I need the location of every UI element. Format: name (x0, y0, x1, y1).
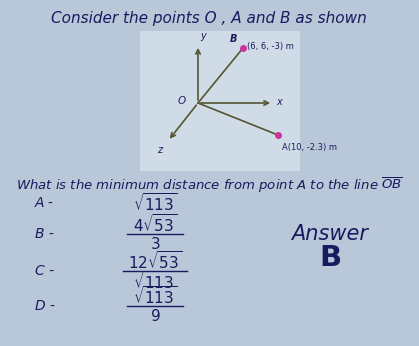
Text: $4\sqrt{53}$: $4\sqrt{53}$ (133, 213, 177, 235)
Text: B: B (319, 244, 341, 272)
Text: O: O (178, 96, 186, 106)
Text: B: B (229, 34, 237, 44)
Text: $3$: $3$ (150, 236, 160, 252)
Text: B -: B - (35, 227, 54, 241)
Text: $\sqrt{113}$: $\sqrt{113}$ (133, 270, 177, 292)
Text: Answer: Answer (292, 224, 368, 244)
Bar (140, 31, 300, 171)
Text: $\sqrt{113}$: $\sqrt{113}$ (133, 192, 177, 214)
Text: (6, 6, -3) m: (6, 6, -3) m (247, 42, 294, 51)
Text: $9$: $9$ (150, 308, 160, 324)
Text: $\sqrt{113}$: $\sqrt{113}$ (133, 285, 177, 307)
Text: A -: A - (35, 196, 54, 210)
Text: $12\sqrt{53}$: $12\sqrt{53}$ (128, 250, 182, 272)
Text: Consider the points O , A and B as shown: Consider the points O , A and B as shown (51, 11, 367, 26)
Text: y: y (200, 31, 206, 41)
Text: x: x (276, 97, 282, 107)
Text: z: z (158, 145, 163, 155)
Text: What is the minimum distance from point A to the line $\overline{OB}$: What is the minimum distance from point … (16, 176, 403, 195)
Text: C -: C - (35, 264, 54, 278)
Text: D -: D - (35, 299, 55, 313)
Text: A(10, -2.3) m: A(10, -2.3) m (282, 143, 337, 152)
